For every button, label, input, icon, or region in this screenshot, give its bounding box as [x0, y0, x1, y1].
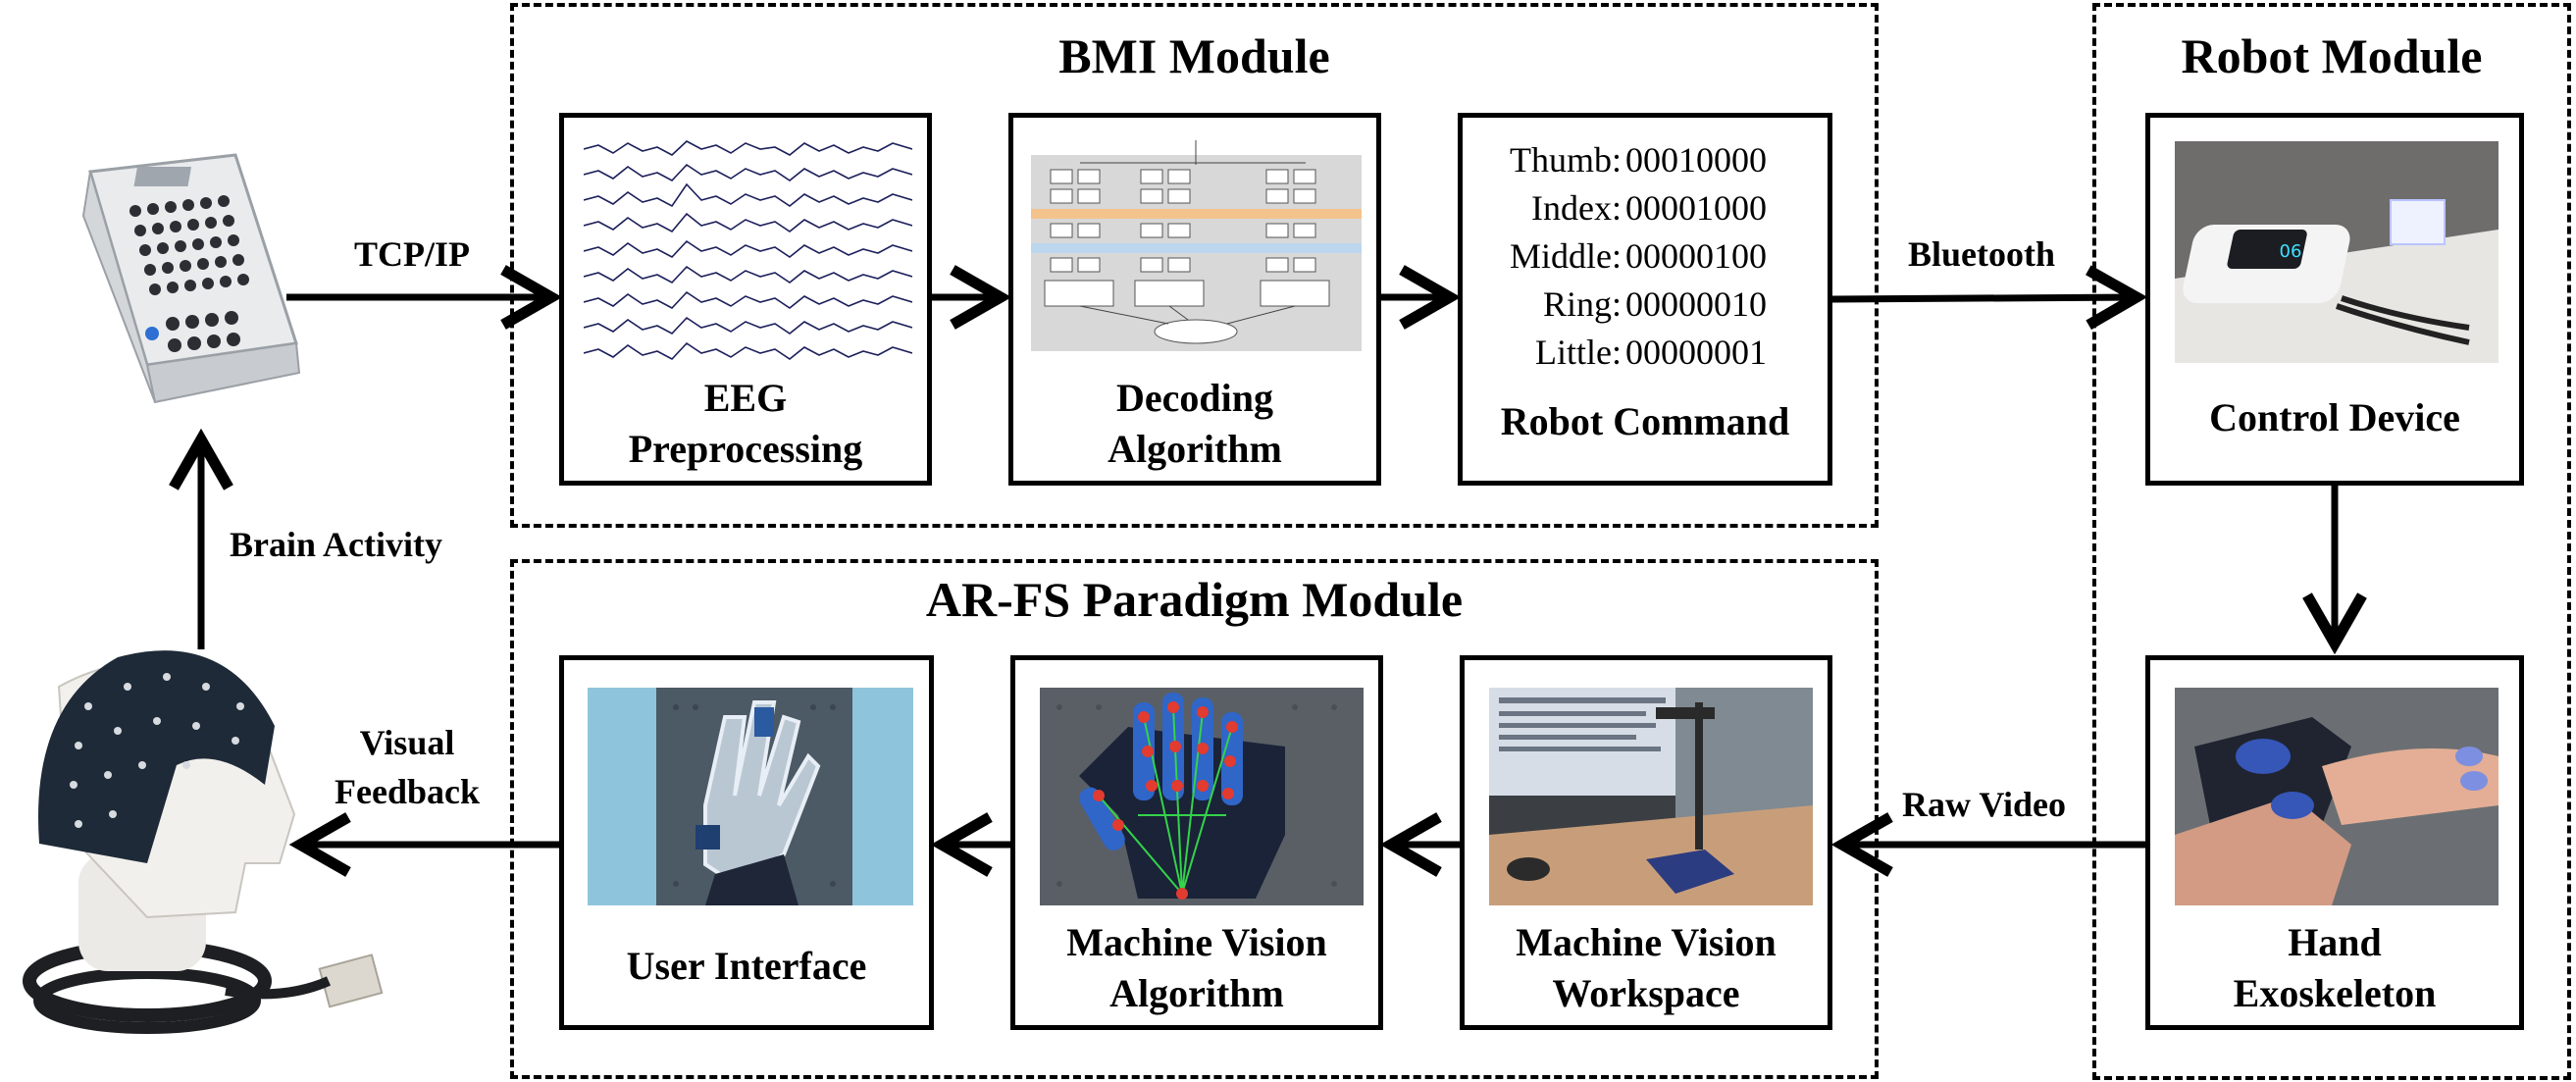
command-finger: Ring: [1542, 284, 1622, 324]
robot-command-card: Thumb: 00010000 Index: 00001000 Middle: … [1458, 113, 1832, 486]
mv-workspace-line1: Machine Vision [1516, 920, 1777, 964]
command-row-thumb: Thumb: 00010000 [1463, 139, 1816, 188]
arrow-command-to-control [1831, 265, 2148, 331]
command-code: 00010000 [1625, 140, 1767, 180]
brain-activity-label: Brain Activity [230, 525, 442, 564]
control-device-label: Control Device [2209, 395, 2460, 439]
robot-command-label: Robot Command [1500, 399, 1790, 443]
robot-module-box [2092, 3, 2571, 1080]
command-row-middle: Middle: 00000100 [1463, 235, 1816, 284]
eeg-signal-thumbnail [584, 135, 912, 368]
tcpip-label: TCP/IP [353, 234, 470, 274]
eeg-preprocessing-card: EEG Preprocessing [559, 113, 932, 486]
command-row-little: Little: 00000001 [1463, 332, 1816, 381]
mv-algorithm-line2: Algorithm [1109, 971, 1284, 1015]
hand-exo-line1: Hand [2288, 920, 2382, 964]
command-code: 00000100 [1625, 236, 1767, 276]
command-row-ring: Ring: 00000010 [1463, 283, 1816, 333]
command-finger: Middle: [1510, 236, 1622, 276]
svg-text:06: 06 [2280, 241, 2302, 262]
decoding-algorithm-card: Decoding Algorithm [1008, 113, 1381, 486]
control-device-card: 06 Control Device [2145, 113, 2524, 486]
command-row-index: Index: 00001000 [1463, 187, 1816, 236]
hand-exo-line2: Exoskeleton [2233, 971, 2437, 1015]
ui-hand-graphic [588, 688, 913, 905]
eeg-preprocessing-label: EEG Preprocessing [564, 373, 927, 475]
hand-exoskeleton-card: Hand Exoskeleton [2145, 655, 2524, 1030]
decoding-diagram-thumbnail [1031, 135, 1362, 366]
control-device-photo: 06 [2175, 141, 2499, 363]
command-code: 00000010 [1625, 284, 1767, 324]
raw-video-label: Raw Video [1901, 785, 2066, 824]
user-interface-screenshot [588, 688, 913, 905]
mv-workspace-line2: Workspace [1552, 971, 1740, 1015]
user-interface-card: User Interface [559, 655, 934, 1030]
machine-vision-algorithm-label: Machine Vision Algorithm [1015, 917, 1378, 1019]
control-device-graphic: 06 [2175, 141, 2499, 363]
bmi-module-title: BMI Module [1058, 28, 1330, 83]
command-code: 00001000 [1625, 188, 1767, 228]
robot-module-title: Robot Module [2181, 28, 2483, 83]
arfs-module-title: AR-FS Paradigm Module [925, 572, 1464, 627]
decoding-flow-graphic [1031, 140, 1362, 351]
hand-keypoints-graphic [1040, 688, 1364, 905]
command-finger: Thumb: [1510, 140, 1622, 180]
machine-vision-workspace-card: Machine Vision Workspace [1460, 655, 1832, 1030]
workspace-graphic [1489, 688, 1813, 905]
eeg-label-line2: Preprocessing [628, 427, 863, 471]
machine-vision-workspace-label: Machine Vision Workspace [1465, 917, 1828, 1019]
hand-exoskeleton-label: Hand Exoskeleton [2150, 917, 2519, 1019]
eeg-waveforms [584, 140, 912, 360]
user-interface-label: User Interface [626, 944, 867, 988]
workspace-photo [1489, 688, 1813, 905]
visual-feedback-line1: Visual [359, 723, 455, 762]
hand-exoskeleton-photo [2175, 688, 2499, 905]
command-code: 00000001 [1625, 333, 1767, 372]
command-finger: Index: [1531, 188, 1622, 228]
bmi-module-box [510, 3, 1879, 528]
decoding-label-line1: Decoding [1116, 376, 1273, 420]
machine-vision-algorithm-card: Machine Vision Algorithm [1010, 655, 1383, 1030]
eeg-label-line1: EEG [703, 376, 788, 420]
hand-exoskeleton-graphic [2175, 688, 2499, 905]
visual-feedback-label: Visual Feedback [314, 718, 500, 816]
command-finger: Little: [1535, 333, 1622, 372]
bluetooth-label: Bluetooth [1907, 234, 2055, 274]
mv-algorithm-photo [1040, 688, 1364, 905]
mv-algorithm-line1: Machine Vision [1066, 920, 1327, 964]
decoding-algorithm-label: Decoding Algorithm [1013, 373, 1376, 475]
arfs-module-box [510, 559, 1879, 1079]
visual-feedback-line2: Feedback [335, 772, 480, 811]
decoding-label-line2: Algorithm [1108, 427, 1282, 471]
